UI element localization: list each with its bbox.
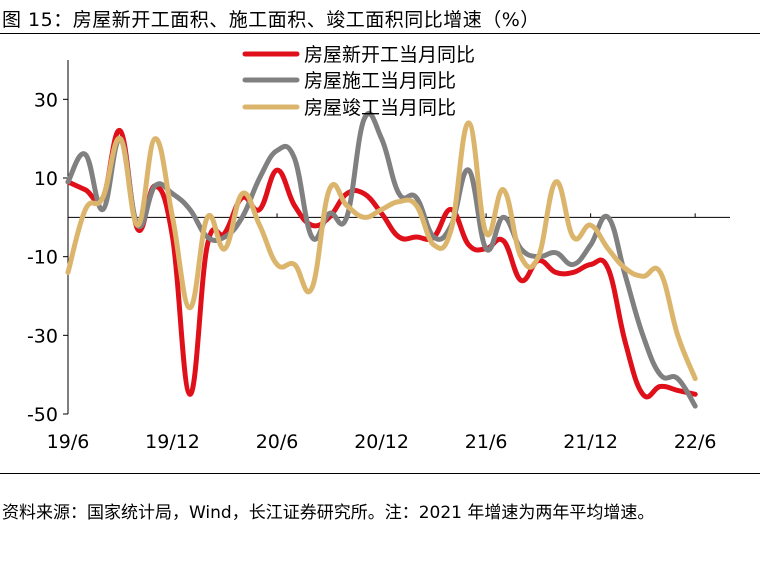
- y-tick-label: 10: [34, 168, 58, 190]
- top-rule: [0, 33, 760, 34]
- legend-item-construction: 房屋施工当月同比: [242, 70, 456, 92]
- line-chart: -50 -30 -10 10 30 19/6 19/12 20/6 20/12 21/6 21/12…: [27, 44, 730, 453]
- legend-item-completions: 房屋竣工当月同比: [242, 97, 456, 119]
- source-note: 资料来源：国家统计局，Wind，长江证券研究所。注：2021 年增速为两年平均增…: [2, 503, 655, 523]
- y-tick-label: -10: [27, 247, 58, 269]
- legend-label: 房屋竣工当月同比: [304, 97, 456, 119]
- x-tick-label: 20/6: [256, 431, 299, 453]
- legend-label: 房屋施工当月同比: [304, 70, 456, 92]
- y-tick-label: 30: [34, 89, 58, 111]
- x-tick-label: 22/6: [674, 431, 717, 453]
- x-tick-label: 19/6: [47, 431, 90, 453]
- series-line-new-starts: [65, 128, 698, 400]
- bottom-rule: [0, 473, 760, 474]
- chart-title: 图 15：房屋新开工面积、施工面积、竣工面积同比增速（%）: [2, 9, 540, 31]
- x-tick-label: 19/12: [145, 431, 200, 453]
- series-line-completions: [65, 120, 698, 382]
- chart-axes: -50 -30 -10 10 30 19/6 19/12 20/6 20/12 21/6 21/12…: [27, 60, 730, 453]
- x-tick-label: 20/12: [354, 431, 409, 453]
- x-tick-label: 21/12: [563, 431, 618, 453]
- y-tick-label: -50: [27, 404, 58, 426]
- legend-label: 房屋新开工当月同比: [304, 44, 475, 66]
- x-tick-label: 21/6: [465, 431, 508, 453]
- chart-series: [65, 110, 698, 409]
- y-tick-label: -30: [27, 325, 58, 347]
- legend-item-new-starts: 房屋新开工当月同比: [242, 44, 475, 66]
